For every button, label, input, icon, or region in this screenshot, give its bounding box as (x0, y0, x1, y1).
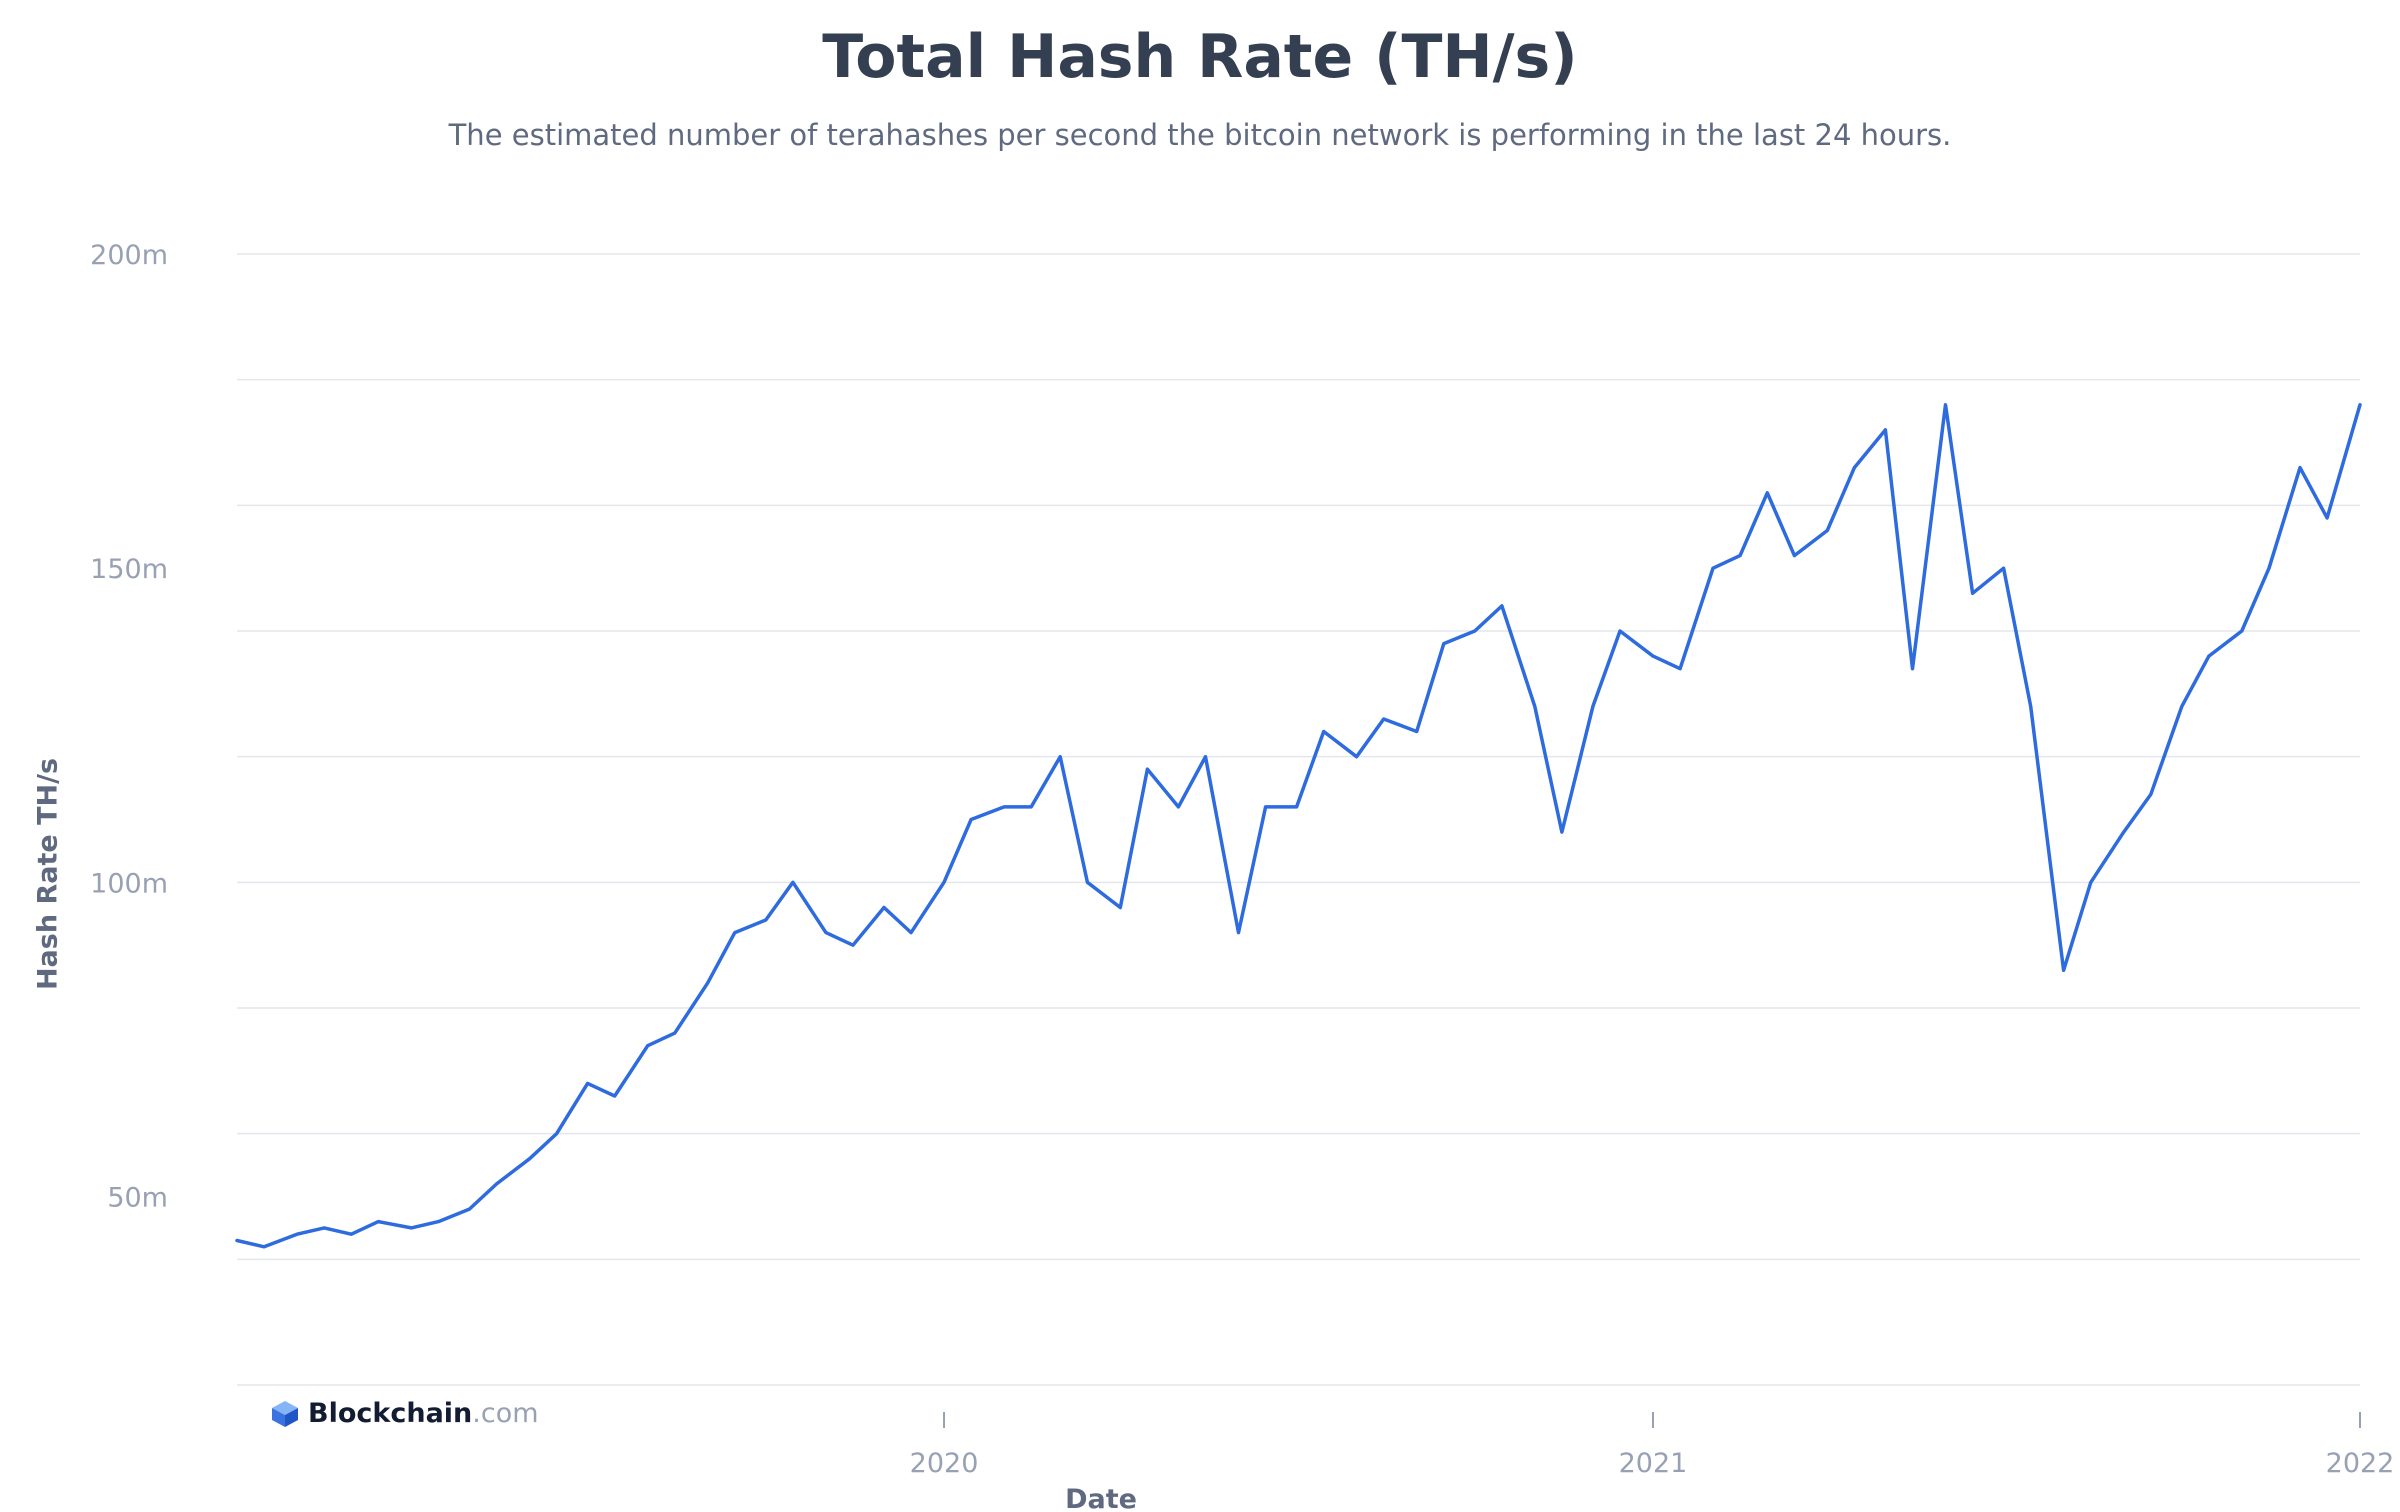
series-lines (235, 403, 2362, 1249)
chart-subtitle: The estimated number of terahashes per s… (448, 118, 1952, 152)
x-tick-label: 2021 (1619, 1448, 1688, 1479)
y-tick-label: 200m (90, 240, 168, 271)
x-tick-label: 2022 (2326, 1448, 2395, 1479)
brand-domain: .com (472, 1398, 539, 1429)
hash-rate-line (235, 403, 2362, 1249)
x-tick-label: 2020 (910, 1448, 979, 1479)
gridlines (237, 253, 2360, 1386)
brand-name: Blockchain (308, 1398, 473, 1429)
blockchain-cube-icon (272, 1400, 298, 1427)
y-axis-ticks: 50m 100m 150m 200m (90, 240, 168, 1214)
blockchain-logo[interactable]: Blockchain .com (270, 1398, 539, 1429)
chart-title: Total Hash Rate (TH/s) (822, 22, 1578, 92)
x-axis-ticks: 2020 2021 2022 (910, 1412, 2395, 1479)
y-tick-label: 50m (107, 1183, 168, 1214)
y-tick-label: 100m (90, 868, 168, 899)
x-axis-label: Date (1065, 1484, 1137, 1512)
y-tick-label: 150m (90, 554, 168, 585)
